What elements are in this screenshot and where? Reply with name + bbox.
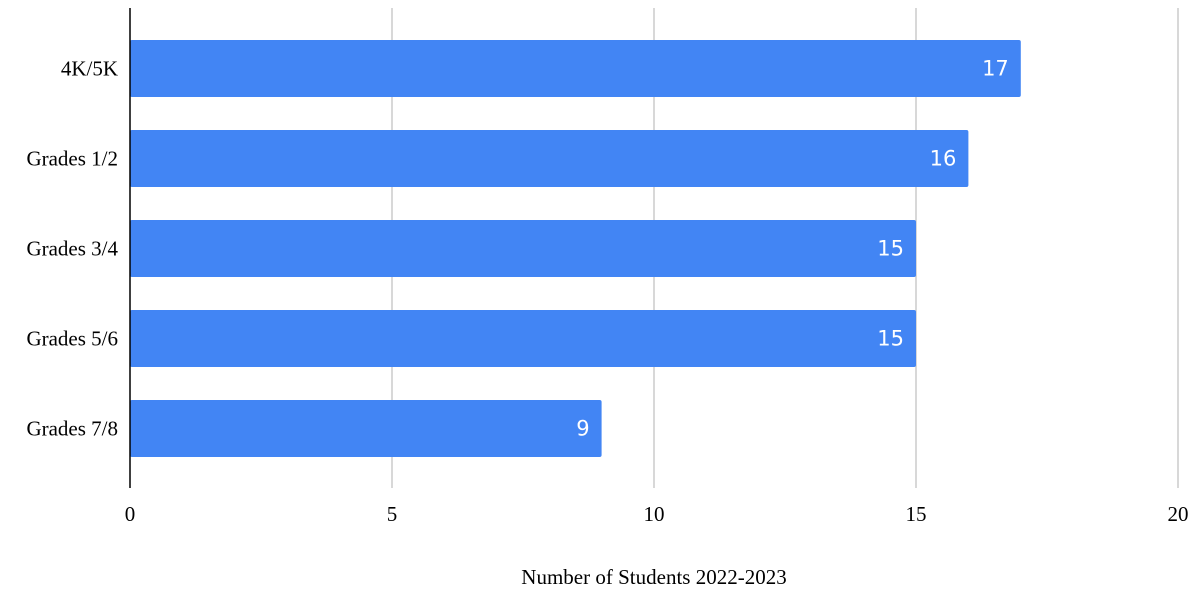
data-label: 16 (930, 147, 957, 171)
category-label: 4K/5K (61, 57, 118, 81)
category-label: Grades 5/6 (26, 327, 118, 351)
data-label: 15 (877, 237, 904, 261)
data-label: 17 (982, 57, 1009, 81)
x-tick-label: 5 (387, 502, 398, 526)
data-label: 15 (877, 327, 904, 351)
category-label: Grades 3/4 (26, 237, 118, 261)
x-tick-label: 15 (906, 502, 927, 526)
x-axis-title: Number of Students 2022-2023 (521, 565, 786, 589)
x-tick-label: 20 (1168, 502, 1189, 526)
category-label: Grades 7/8 (26, 417, 118, 441)
data-label: 9 (576, 417, 589, 441)
category-labels: 4K/5K Grades 1/2 Grades 3/4 Grades 5/6 Grade… (26, 57, 118, 441)
bar-grades-7-8 (130, 400, 602, 457)
bar-grades-3-4 (130, 220, 916, 277)
bar-grades-5-6 (130, 310, 916, 367)
bar-grades-1-2 (130, 130, 969, 187)
bars: 17 16 15 15 9 (130, 40, 1021, 457)
category-label: Grades 1/2 (26, 147, 118, 171)
x-tick-label: 10 (644, 502, 665, 526)
bar-4k-5k (130, 40, 1021, 97)
x-tick-label: 0 (125, 502, 136, 526)
x-tick-labels: 0 5 10 15 20 (125, 502, 1189, 526)
